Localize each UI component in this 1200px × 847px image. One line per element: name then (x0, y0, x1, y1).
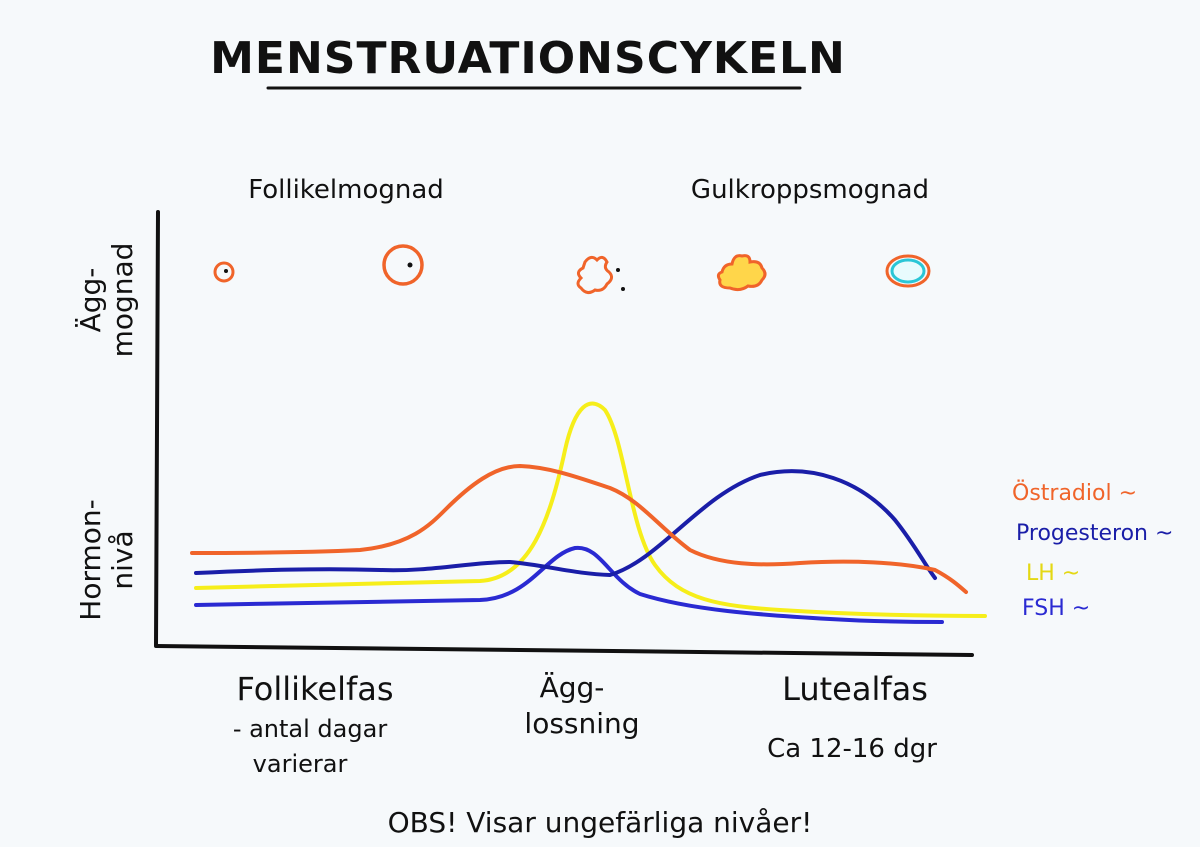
follicle-stage-large (382, 244, 424, 286)
hormone-level-axis-label: Hormon- nivå (74, 499, 139, 620)
ovulation-label-line2: lossning (524, 707, 639, 740)
legend-lh: LH ~ (1026, 561, 1080, 586)
svg-text:mognad: mognad (106, 243, 139, 358)
x-axis (154, 644, 974, 657)
diagram-title: MENSTRUATIONSCYKELN (210, 33, 846, 84)
y-axis (154, 210, 160, 647)
progesterone-curve (194, 469, 937, 580)
svg-text:Hormon-: Hormon- (74, 499, 107, 620)
svg-text:Ägg-: Ägg- (74, 268, 107, 333)
follicular-note-line2: varierar (253, 750, 348, 778)
legend: Östradiol ~ Progesteron ~ LH ~ FSH ~ (1012, 480, 1173, 621)
lh-curve (194, 401, 987, 618)
legend-estradiol: Östradiol ~ (1012, 480, 1137, 506)
ovulation-label-line1: Ägg- (540, 671, 605, 704)
legend-progesterone: Progesteron ~ (1016, 521, 1173, 546)
follicular-phase-label: Follikelfas (236, 670, 393, 708)
footer-note: OBS! Visar ungefärliga nivåer! (388, 806, 813, 839)
follicle-stage-small (213, 261, 235, 283)
corpus-luteum (716, 254, 767, 292)
corpus-luteum-maturation-label: Gulkroppsmognad (691, 175, 929, 205)
fsh-curve (194, 545, 944, 624)
egg-maturation-axis-label: Ägg- mognad (74, 243, 139, 358)
follicular-note-line1: - antal dagar (233, 715, 388, 743)
corpus-albicans (885, 254, 931, 288)
svg-text:nivå: nivå (106, 530, 139, 589)
estradiol-curve (190, 463, 968, 594)
ruptured-follicle (576, 255, 625, 295)
legend-fsh: FSH ~ (1022, 596, 1090, 621)
luteal-phase-label: Lutealfas (782, 670, 928, 708)
luteal-note: Ca 12-16 dgr (767, 734, 937, 764)
follicle-maturation-label: Follikelmognad (248, 175, 444, 205)
